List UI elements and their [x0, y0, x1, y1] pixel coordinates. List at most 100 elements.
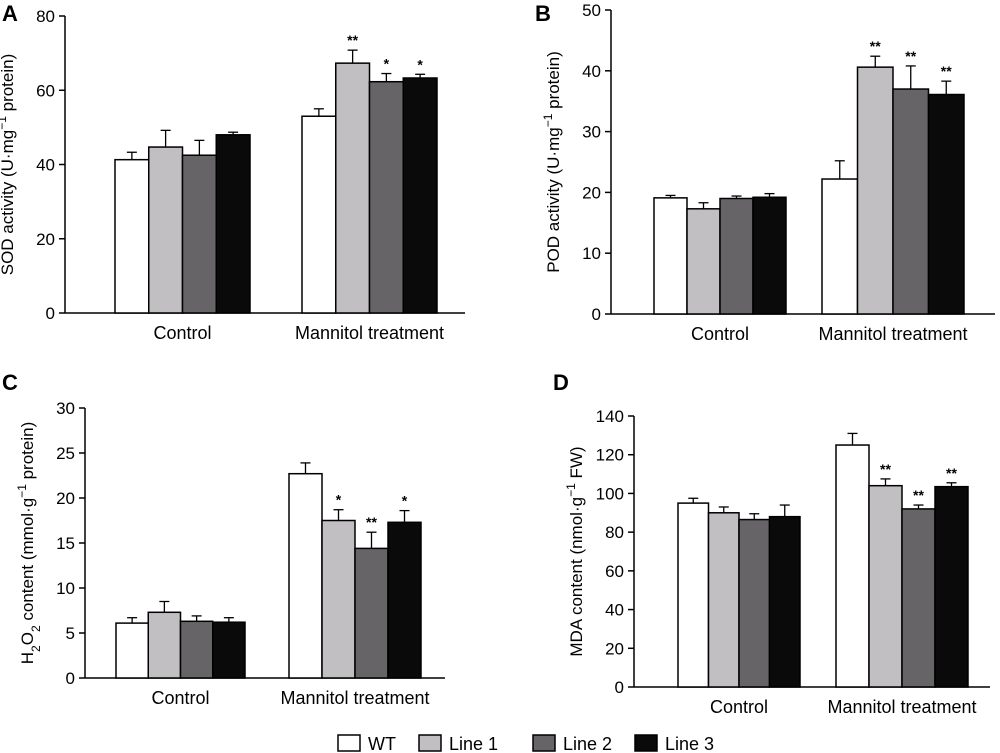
bar	[653, 197, 688, 315]
bar	[821, 178, 859, 315]
significance-marker: *	[384, 56, 390, 72]
legend-swatch	[634, 734, 658, 752]
y-axis-title-part: POD activity (U·mg	[544, 127, 563, 272]
significance-marker: *	[417, 56, 423, 72]
y-axis-title-part: SOD activity (U·mg	[0, 130, 17, 275]
y-axis-title-part: −1	[15, 484, 29, 498]
y-tick-label: 5	[66, 624, 75, 643]
category-label: Control	[710, 697, 768, 717]
bar	[335, 62, 371, 314]
legend-swatch	[337, 734, 361, 752]
category-label: Mannitol treatment	[827, 697, 976, 717]
y-axis-title-part: 2	[29, 625, 43, 632]
significance-marker: **	[366, 514, 377, 530]
significance-marker: **	[870, 38, 881, 54]
y-tick-label: 20	[582, 183, 601, 202]
y-tick-label: 0	[66, 669, 75, 688]
y-axis-title: MDA content (nmol·g−1 FW)	[564, 446, 586, 656]
bar	[934, 485, 969, 688]
panel-d: D 0 20 40 60 80 100 120 140 MDA content (nmol·g−…	[553, 370, 990, 717]
significance-marker: **	[946, 465, 957, 481]
significance-marker: *	[336, 492, 342, 508]
y-tick-label: 20	[605, 639, 624, 658]
significance-marker: **	[880, 461, 891, 477]
bar	[835, 444, 870, 688]
category-label: Control	[151, 688, 209, 708]
y-tick-label: 0	[615, 678, 624, 697]
y-axis-title-part: −1	[541, 113, 555, 127]
y-tick-label: 100	[596, 484, 624, 503]
legend-label: Line 1	[449, 734, 498, 753]
y-tick-label: 80	[36, 7, 55, 26]
panel-a: A 0 20 40 60 80 SOD activity (U·mg−1 protein)…	[0, 1, 465, 343]
y-axis-title: POD activity (U·mg−1 protein)	[541, 51, 563, 273]
category-label: Mannitol treatment	[818, 324, 967, 344]
significance-marker: **	[905, 48, 916, 64]
y-axis-title-part: −1	[0, 116, 9, 130]
y-tick-label: 80	[605, 523, 624, 542]
y-tick-label: 20	[36, 230, 55, 249]
significance-marker: **	[941, 63, 952, 79]
y-tick-label: 10	[582, 244, 601, 263]
y-tick-label: 20	[56, 489, 75, 508]
y-tick-label: 10	[56, 579, 75, 598]
category-label: Control	[153, 323, 211, 343]
y-axis-title-part: O	[18, 632, 37, 645]
significance-marker: **	[347, 32, 358, 48]
bar	[215, 134, 251, 314]
panel-c: C 0 5 10 15 20 25 30 H2O2 content (mmol·g−1 pro…	[2, 370, 445, 708]
bar	[147, 611, 182, 679]
bar	[148, 146, 184, 314]
legend-swatch	[418, 734, 442, 752]
category-label: Mannitol treatment	[295, 323, 444, 343]
panel-b: B 0 10 20 30 40 50 POD activity (U·mg−1 protei…	[535, 1, 995, 344]
panel-label-b: B	[535, 1, 551, 26]
significance-marker: **	[913, 487, 924, 503]
bar	[212, 621, 246, 679]
significance-marker: *	[402, 493, 408, 509]
bar	[719, 197, 754, 315]
y-axis-title-part: protein)	[18, 422, 37, 484]
y-axis-title: SOD activity (U·mg−1 protein)	[0, 54, 17, 276]
legend-label: Line 2	[563, 734, 612, 753]
bar	[707, 512, 740, 688]
y-axis-title-part: FW)	[567, 446, 586, 483]
bar	[115, 622, 149, 679]
y-axis-title-part: MDA content (nmol·g	[567, 497, 586, 657]
bar	[301, 115, 337, 314]
y-tick-label: 30	[56, 399, 75, 418]
y-tick-label: 0	[592, 305, 601, 324]
y-tick-label: 15	[56, 534, 75, 553]
y-axis-title-part: −1	[564, 483, 578, 497]
y-tick-label: 120	[596, 446, 624, 465]
bar	[892, 88, 930, 315]
bar	[752, 196, 787, 315]
bar	[686, 208, 721, 315]
bar	[387, 521, 422, 679]
bar	[856, 66, 894, 315]
category-label: Control	[691, 324, 749, 344]
bar	[901, 508, 936, 688]
panel-label-c: C	[2, 370, 18, 395]
bar	[288, 472, 323, 679]
y-axis-title-part: protein)	[544, 51, 563, 113]
y-tick-label: 140	[596, 407, 624, 426]
y-tick-label: 40	[36, 156, 55, 175]
bar	[368, 80, 404, 314]
y-tick-label: 40	[582, 62, 601, 81]
y-axis-title-part: content (mmol·g	[18, 498, 37, 626]
legend-label: Line 3	[665, 734, 714, 753]
bar	[181, 154, 217, 314]
bar	[868, 484, 903, 688]
bar	[738, 518, 771, 688]
y-tick-label: 60	[36, 81, 55, 100]
y-axis-title-part: protein)	[0, 54, 17, 116]
bar	[321, 519, 356, 679]
bar	[114, 158, 150, 314]
category-label: Mannitol treatment	[280, 688, 429, 708]
bar	[677, 502, 710, 688]
y-tick-label: 60	[605, 562, 624, 581]
y-axis-title: H2O2 content (mmol·g−1 protein)	[15, 422, 43, 665]
y-tick-label: 25	[56, 444, 75, 463]
